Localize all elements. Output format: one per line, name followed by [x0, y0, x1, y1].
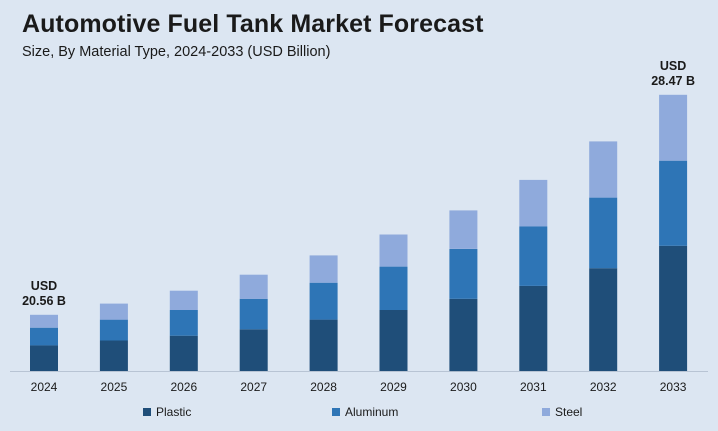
- bar-aluminum-2031: [519, 226, 548, 286]
- bar-steel-2029: [379, 234, 408, 267]
- bar-plastic-2029: [379, 310, 408, 371]
- x-tick-label-2026: 2026: [170, 380, 197, 394]
- bar-steel-2026: [169, 290, 198, 310]
- bar-aluminum-2028: [309, 282, 338, 320]
- bar-steel-2027: [239, 274, 268, 299]
- bar-steel-2033: [659, 94, 688, 161]
- bar-plastic-2026: [169, 335, 198, 371]
- x-tick-label-2025: 2025: [101, 380, 128, 394]
- bar-plastic-2030: [449, 298, 478, 372]
- bar-aluminum-2027: [239, 298, 268, 330]
- legend-item-steel: Steel: [542, 405, 582, 419]
- bar-aluminum-2030: [449, 249, 478, 299]
- x-tick-label-2029: 2029: [380, 380, 407, 394]
- bar-steel-2032: [589, 141, 618, 198]
- legend-swatch-steel: [542, 408, 550, 416]
- x-tick-label-2033: 2033: [660, 380, 687, 394]
- bar-plastic-2028: [309, 319, 338, 371]
- legend-label-plastic: Plastic: [156, 405, 192, 419]
- bar-plastic-2027: [239, 329, 268, 371]
- bar-plastic-2033: [659, 245, 688, 371]
- bar-steel-2028: [309, 255, 338, 283]
- bar-plastic-2024: [30, 345, 58, 371]
- bar-aluminum-2025: [99, 319, 128, 341]
- x-tick-label-2024: 2024: [31, 380, 58, 394]
- legend-item-aluminum: Aluminum: [332, 405, 398, 419]
- legend-swatch-plastic: [143, 408, 151, 416]
- legend: Plastic Aluminum Steel: [0, 405, 718, 423]
- x-tick-label-2028: 2028: [310, 380, 337, 394]
- bar-aluminum-2026: [169, 310, 198, 336]
- bar-aluminum-2033: [659, 160, 688, 246]
- bar-plastic-2032: [589, 268, 618, 371]
- bar-steel-2030: [449, 210, 478, 249]
- bar-plastic-2025: [99, 340, 128, 371]
- x-tick-label-2031: 2031: [520, 380, 547, 394]
- legend-swatch-aluminum: [332, 408, 340, 416]
- bar-steel-2025: [99, 303, 128, 320]
- x-tick-label-2032: 2032: [590, 380, 617, 394]
- annotation-2033-line2: 28.47 B: [651, 74, 695, 88]
- x-tick-label-2030: 2030: [450, 380, 477, 394]
- legend-label-aluminum: Aluminum: [345, 405, 399, 419]
- bar-steel-2031: [519, 179, 548, 227]
- chart-title: Automotive Fuel Tank Market Forecast: [22, 10, 484, 38]
- annotation-2024-line2: 20.56 B: [22, 294, 66, 308]
- chart-subtitle: Size, By Material Type, 2024-2033 (USD B…: [22, 44, 331, 60]
- legend-item-plastic: Plastic: [143, 405, 191, 419]
- bar-aluminum-2024: [30, 327, 58, 346]
- bar-aluminum-2029: [379, 266, 408, 310]
- bar-plastic-2031: [519, 285, 548, 371]
- bar-steel-2024: [30, 314, 58, 328]
- annotation-2033-line1: USD: [660, 59, 686, 73]
- annotation-2024-line1: USD: [31, 279, 57, 293]
- x-tick-label-2027: 2027: [240, 380, 267, 394]
- bar-aluminum-2032: [589, 197, 618, 269]
- legend-label-steel: Steel: [555, 405, 583, 419]
